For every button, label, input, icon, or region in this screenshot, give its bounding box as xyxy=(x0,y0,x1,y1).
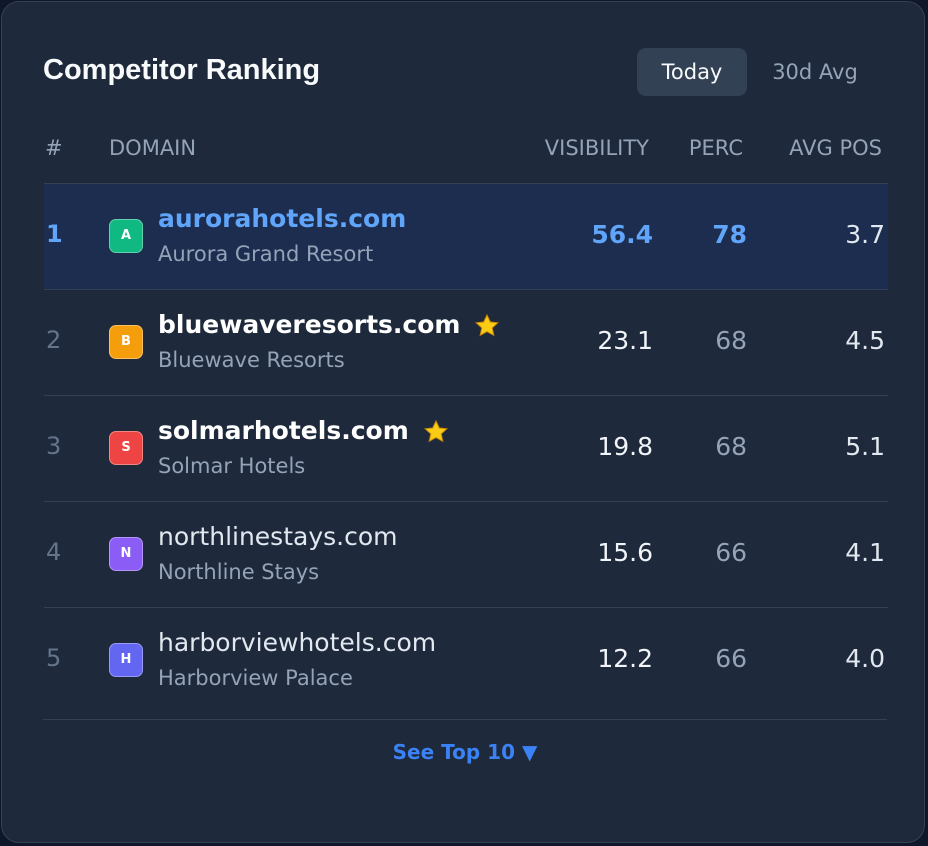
company-name: Solmar Hotels xyxy=(158,454,306,478)
card-title: Competitor Ranking xyxy=(43,54,321,86)
visibility: 19.8 xyxy=(597,432,653,461)
star xyxy=(475,313,499,337)
domain[interactable]: solmarhotels.com xyxy=(158,416,409,445)
column-header[interactable]: VISIBILITY xyxy=(544,136,649,160)
perc: 66 xyxy=(715,644,747,673)
rank: 5 xyxy=(46,644,62,672)
see-top-link[interactable]: See Top 10 ▼ xyxy=(392,740,538,764)
star-icon xyxy=(424,419,448,443)
divider xyxy=(43,719,887,720)
rank: 1 xyxy=(46,220,63,248)
domain[interactable]: bluewaveresorts.com xyxy=(158,310,461,339)
company-name: Harborview Palace xyxy=(158,666,353,690)
visibility: 12.2 xyxy=(597,644,653,673)
perc: 68 xyxy=(715,432,747,461)
avg-pos: 5.1 xyxy=(845,432,885,461)
perc: 78 xyxy=(712,220,747,249)
column-header[interactable]: PERC xyxy=(688,136,743,160)
avatar: S xyxy=(109,431,143,465)
avg-pos: 4.5 xyxy=(845,326,885,355)
rank: 3 xyxy=(46,432,62,460)
visibility: 23.1 xyxy=(597,326,653,355)
company-name: Aurora Grand Resort xyxy=(158,242,374,266)
tab-30d[interactable]: 30d Avg xyxy=(772,60,858,84)
visibility: 56.4 xyxy=(591,220,653,249)
rank: 4 xyxy=(46,538,62,566)
column-header: DOMAIN xyxy=(109,136,197,160)
avg-pos: 4.1 xyxy=(845,538,885,567)
column-header[interactable]: AVG POS xyxy=(789,136,882,160)
perc: 66 xyxy=(715,538,747,567)
avg-pos: 3.7 xyxy=(845,220,885,249)
avatar: B xyxy=(109,325,143,359)
domain[interactable]: northlinestays.com xyxy=(158,522,398,551)
domain[interactable]: aurorahotels.com xyxy=(158,204,407,233)
column-header: # xyxy=(45,136,63,160)
star-icon xyxy=(475,313,499,337)
rank: 2 xyxy=(46,326,62,354)
star xyxy=(424,419,448,443)
avatar: N xyxy=(109,537,143,571)
tab-today[interactable]: Today xyxy=(637,48,747,96)
avatar: H xyxy=(109,643,143,677)
company-name: Bluewave Resorts xyxy=(158,348,345,372)
company-name: Northline Stays xyxy=(158,560,320,584)
domain[interactable]: harborviewhotels.com xyxy=(158,628,437,657)
avg-pos: 4.0 xyxy=(845,644,885,673)
perc: 68 xyxy=(715,326,747,355)
visibility: 15.6 xyxy=(597,538,653,567)
avatar: A xyxy=(109,219,143,253)
